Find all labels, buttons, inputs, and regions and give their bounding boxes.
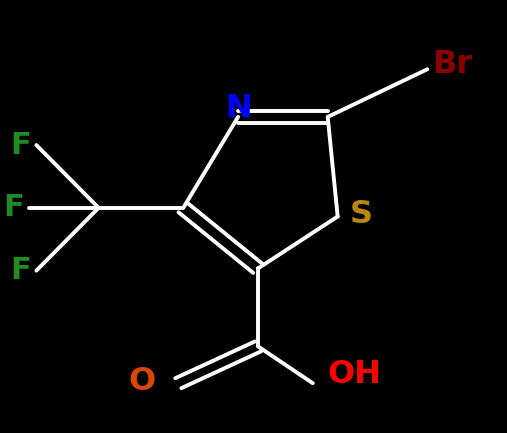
Text: OH: OH bbox=[328, 359, 382, 390]
Text: Br: Br bbox=[432, 49, 473, 81]
Text: O: O bbox=[129, 365, 156, 397]
Text: F: F bbox=[11, 131, 31, 159]
Text: F: F bbox=[3, 194, 24, 222]
Text: N: N bbox=[225, 93, 251, 124]
Text: F: F bbox=[11, 256, 31, 285]
Text: S: S bbox=[350, 199, 373, 230]
